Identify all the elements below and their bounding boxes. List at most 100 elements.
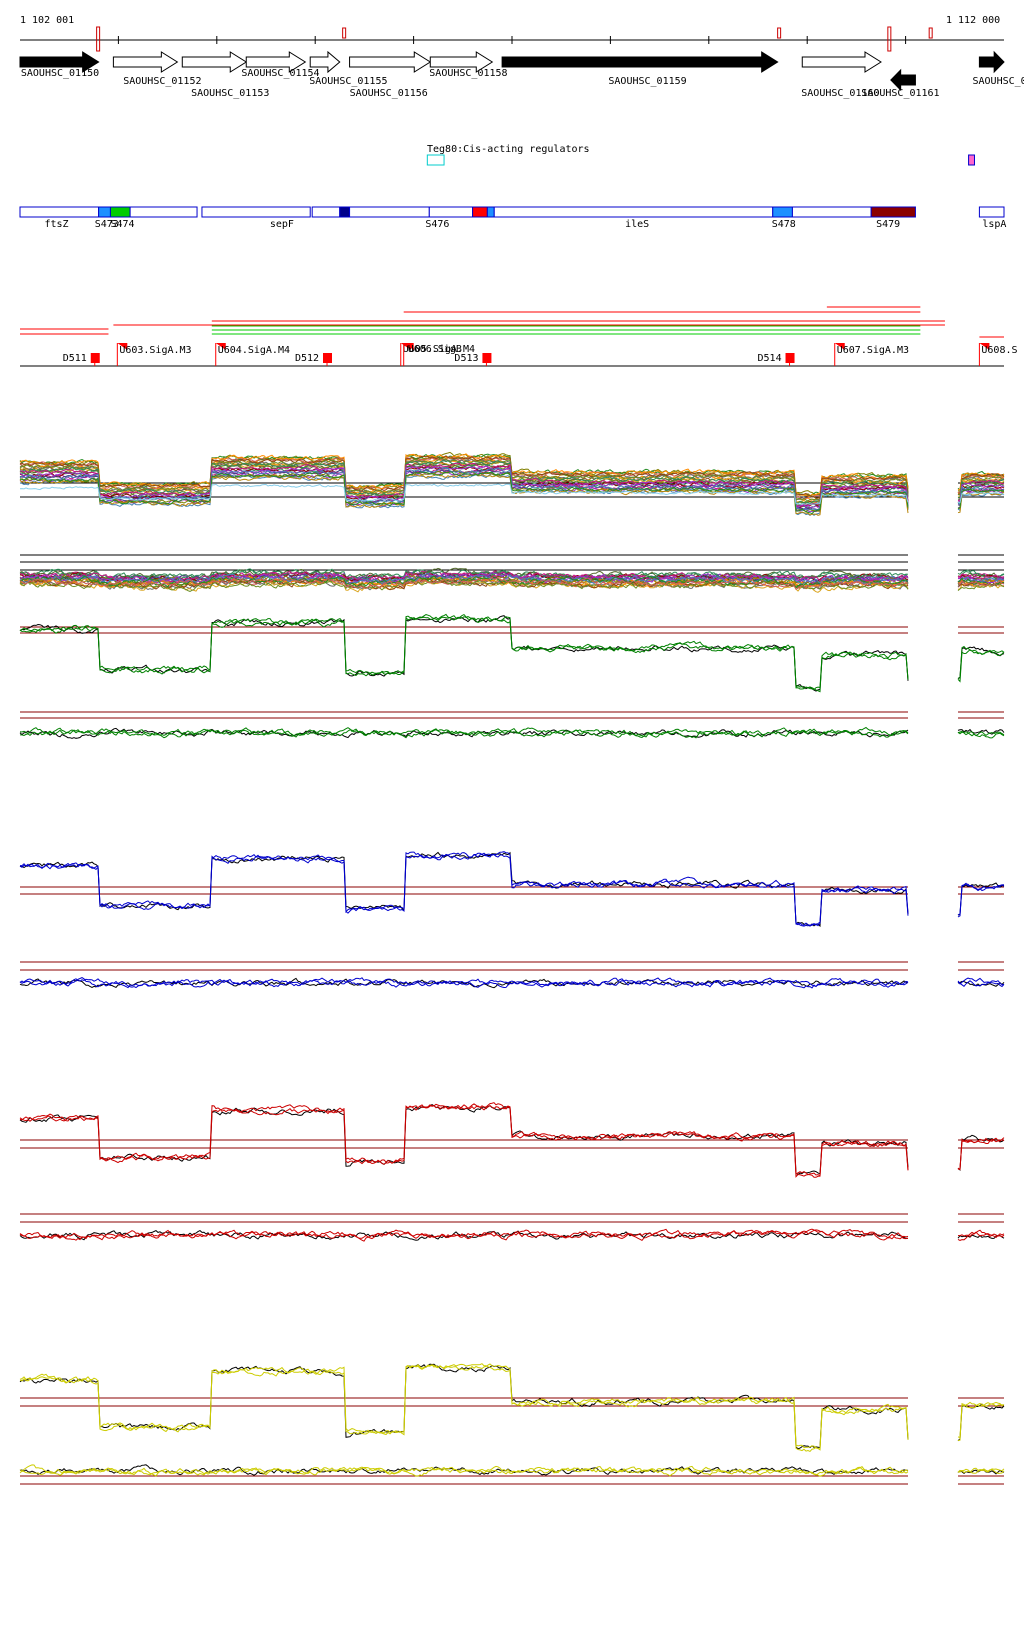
expression-trace [19, 977, 1005, 989]
expression-trace [19, 471, 1005, 515]
site-mark [96, 26, 101, 52]
expression-trace [19, 852, 1005, 927]
gene-arrow[interactable] [245, 51, 307, 73]
segment-box[interactable] [349, 206, 430, 218]
gene-label: SAOUHSC_01154 [241, 68, 319, 79]
segment-box[interactable] [493, 206, 774, 218]
gene-arrow[interactable] [978, 50, 1005, 74]
expression-trace [19, 726, 1005, 739]
start-coordinate: 1 102 001 [20, 15, 74, 26]
promoter-label: U605.SigA.M4 [403, 344, 475, 355]
segment-box[interactable] [486, 206, 495, 218]
gene-arrow[interactable] [801, 51, 882, 73]
expression-trace [19, 573, 1005, 586]
segment-label: S479 [876, 219, 900, 230]
expression-trace [19, 1228, 1005, 1242]
segment-label: ileS [625, 219, 649, 230]
gene-label: SAOUHSC_01156 [350, 88, 428, 99]
expression-trace [20, 727, 1005, 739]
gene-label: SAOUHSC_01160 [801, 88, 879, 99]
gene-arrow[interactable] [429, 51, 494, 73]
gene-arrow[interactable] [112, 51, 179, 73]
expression-trace [20, 851, 1005, 927]
promoter-flag[interactable] [979, 343, 990, 350]
expression-trace [19, 1230, 1005, 1241]
promoter-label: U607.SigA.M3 [837, 345, 909, 356]
terminator-mark[interactable] [90, 353, 100, 363]
site-mark [342, 27, 347, 39]
promoter-label: U608.S [981, 345, 1017, 356]
segment-box[interactable] [791, 206, 872, 218]
site-mark [928, 27, 933, 39]
segment-box[interactable] [472, 206, 488, 218]
promoter-label: U606.SigB [408, 344, 462, 355]
segment-box[interactable] [339, 206, 351, 218]
gene-arrow[interactable] [349, 51, 432, 73]
gene-arrow[interactable] [309, 50, 341, 74]
gene-label: SAOUHSC_01153 [191, 88, 269, 99]
expression-trace [19, 483, 1005, 505]
segment-label: sepF [270, 219, 294, 230]
expression-trace [19, 465, 1005, 509]
promoter-flag[interactable] [403, 343, 414, 350]
expression-trace [20, 575, 1005, 589]
terminator-label: D512 [295, 353, 319, 364]
gene-arrow[interactable] [19, 51, 100, 73]
promoter-label: U603.SigA.M3 [119, 345, 191, 356]
gene-label: SAOUHSC_0116 [973, 76, 1024, 87]
cis-regulator-box[interactable] [426, 154, 445, 166]
segment-box[interactable] [129, 206, 198, 218]
site-mark [887, 26, 892, 52]
expression-trace [19, 576, 1005, 590]
expression-trace [19, 851, 1005, 928]
segment-box[interactable] [109, 206, 131, 218]
segment-box[interactable] [311, 206, 341, 218]
gene-label: SAOUHSC_01158 [429, 68, 507, 79]
terminator-mark[interactable] [323, 353, 333, 363]
transcript-track [20, 306, 1004, 338]
segment-label: S474 [110, 219, 134, 230]
promoter-flag[interactable] [117, 343, 128, 350]
segment-box[interactable] [772, 206, 793, 218]
segment-box[interactable] [98, 206, 111, 218]
gene-arrow[interactable] [501, 51, 779, 73]
gene-arrow[interactable] [181, 51, 248, 73]
cis-regulator-label: Teg80:Cis-acting regulators [427, 144, 590, 155]
segment-label: S478 [772, 219, 796, 230]
gene-label: SAOUHSC_01159 [608, 76, 686, 87]
terminator-mark[interactable] [785, 353, 795, 363]
terminator-label: D511 [63, 353, 87, 364]
segment-box[interactable] [870, 206, 916, 218]
terminator-mark[interactable] [482, 353, 492, 363]
segment-box[interactable] [201, 206, 311, 218]
end-coordinate: 1 112 000 [946, 15, 1000, 26]
gene-label: SAOUHSC_01152 [123, 76, 201, 87]
segment-label: S476 [425, 219, 449, 230]
promoter-label: U604.SigA.M4 [218, 345, 290, 356]
promoter-flag[interactable] [215, 343, 226, 350]
gene-label: SAOUHSC_01161 [861, 88, 939, 99]
segment-box[interactable] [428, 206, 474, 218]
promoter-flag[interactable] [834, 343, 845, 350]
expression-trace [19, 568, 1005, 583]
gene-arrow[interactable] [890, 68, 916, 92]
segment-label: ftsZ [45, 219, 69, 230]
terminator-label: D513 [454, 353, 478, 364]
cis-regulator-track: Teg80:Cis-acting regulators [426, 144, 975, 166]
cis-regulator-box[interactable] [968, 154, 975, 166]
promoter-terminator-track: U603.SigA.M3 U604.SigA.M4 U605.SigA.M4U606… [20, 343, 1018, 367]
segment-box[interactable] [19, 206, 100, 218]
site-mark [777, 27, 782, 39]
segment-label: S473 [95, 219, 119, 230]
expression-trace [19, 1465, 1005, 1477]
expression-trace [19, 455, 1005, 499]
expression-trace [19, 1363, 1005, 1450]
expression-profile-tracks [19, 451, 1005, 1485]
segment-box[interactable] [978, 206, 1005, 218]
expression-trace [19, 1103, 1005, 1178]
expression-trace [19, 977, 1005, 989]
gene-label: SAOUHSC_01150 [21, 68, 99, 79]
